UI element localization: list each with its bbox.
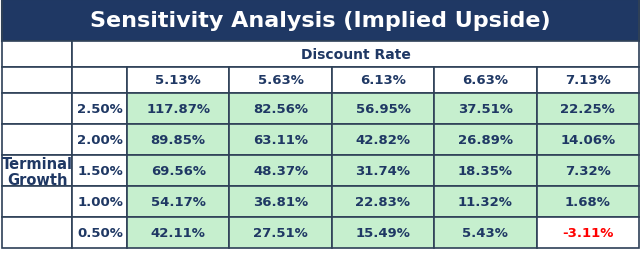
Text: 1.00%: 1.00%: [77, 195, 123, 208]
Bar: [332, 68, 434, 94]
Bar: [2, 124, 72, 155]
Bar: [536, 217, 639, 248]
Bar: [2, 68, 72, 94]
Bar: [72, 124, 127, 155]
Bar: [127, 217, 229, 248]
Text: 69.56%: 69.56%: [150, 164, 205, 177]
Bar: [536, 68, 639, 94]
Bar: [332, 124, 434, 155]
Text: 5.13%: 5.13%: [156, 74, 201, 87]
Text: 18.35%: 18.35%: [458, 164, 513, 177]
Text: 6.13%: 6.13%: [360, 74, 406, 87]
Bar: [332, 155, 434, 186]
Text: 37.51%: 37.51%: [458, 103, 513, 116]
Text: 22.83%: 22.83%: [355, 195, 410, 208]
Bar: [434, 94, 536, 124]
Bar: [229, 124, 332, 155]
Text: 63.11%: 63.11%: [253, 133, 308, 146]
Text: 31.74%: 31.74%: [355, 164, 410, 177]
Text: 42.82%: 42.82%: [355, 133, 410, 146]
Bar: [229, 68, 332, 94]
Bar: [434, 217, 536, 248]
Bar: [536, 124, 639, 155]
Text: 14.06%: 14.06%: [560, 133, 616, 146]
Text: 2.00%: 2.00%: [77, 133, 123, 146]
Bar: [72, 155, 127, 186]
Bar: [2, 42, 72, 68]
Text: 15.49%: 15.49%: [356, 226, 410, 239]
Bar: [434, 68, 536, 94]
Text: 11.32%: 11.32%: [458, 195, 513, 208]
Bar: [229, 186, 332, 217]
Bar: [536, 155, 639, 186]
Bar: [2, 186, 72, 217]
Bar: [536, 186, 639, 217]
Bar: [72, 217, 127, 248]
Text: 2.50%: 2.50%: [77, 103, 123, 116]
Bar: [2, 0, 639, 42]
Text: 5.43%: 5.43%: [463, 226, 508, 239]
Text: 5.63%: 5.63%: [258, 74, 303, 87]
Text: Terminal: Terminal: [1, 156, 72, 171]
Bar: [332, 94, 434, 124]
Bar: [229, 155, 332, 186]
Text: 56.95%: 56.95%: [356, 103, 410, 116]
Bar: [434, 124, 536, 155]
Text: 0.50%: 0.50%: [77, 226, 123, 239]
Bar: [72, 68, 127, 94]
Bar: [127, 186, 229, 217]
Text: 27.51%: 27.51%: [253, 226, 308, 239]
Bar: [2, 155, 72, 186]
Text: 22.25%: 22.25%: [561, 103, 615, 116]
Text: Growth: Growth: [7, 172, 67, 187]
Text: 1.50%: 1.50%: [77, 164, 123, 177]
Text: 82.56%: 82.56%: [253, 103, 308, 116]
Bar: [127, 94, 229, 124]
Text: 7.13%: 7.13%: [565, 74, 611, 87]
Text: -3.11%: -3.11%: [562, 226, 614, 239]
Text: 1.68%: 1.68%: [565, 195, 611, 208]
Bar: [536, 94, 639, 124]
Bar: [127, 124, 229, 155]
Text: Discount Rate: Discount Rate: [301, 48, 410, 62]
Text: 6.63%: 6.63%: [463, 74, 508, 87]
Bar: [434, 155, 536, 186]
Bar: [229, 217, 332, 248]
Bar: [332, 186, 434, 217]
Text: 117.87%: 117.87%: [146, 103, 210, 116]
Bar: [72, 186, 127, 217]
Bar: [2, 217, 72, 248]
Text: Sensitivity Analysis (Implied Upside): Sensitivity Analysis (Implied Upside): [90, 11, 551, 31]
Bar: [229, 94, 332, 124]
Bar: [332, 217, 434, 248]
Text: 26.89%: 26.89%: [458, 133, 513, 146]
Text: 36.81%: 36.81%: [253, 195, 308, 208]
Text: 7.32%: 7.32%: [565, 164, 611, 177]
Bar: [72, 42, 639, 68]
Text: 89.85%: 89.85%: [150, 133, 205, 146]
Text: 54.17%: 54.17%: [151, 195, 205, 208]
Bar: [2, 94, 72, 124]
Bar: [127, 68, 229, 94]
Bar: [434, 186, 536, 217]
Text: 42.11%: 42.11%: [151, 226, 205, 239]
Text: 48.37%: 48.37%: [253, 164, 308, 177]
Bar: [127, 155, 229, 186]
Bar: [72, 94, 127, 124]
